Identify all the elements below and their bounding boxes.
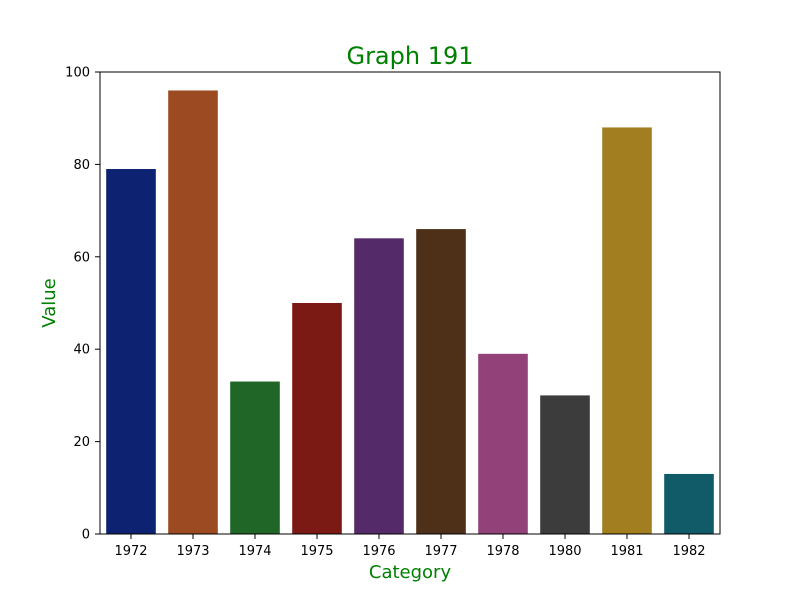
x-tick-label: 1975: [300, 544, 333, 559]
bar-1973: [168, 90, 218, 534]
y-tick-label: 60: [73, 250, 90, 265]
chart-title: Graph 191: [346, 42, 473, 70]
y-axis: 0 20 40 60 80 100: [65, 66, 100, 543]
bars-group: [106, 90, 714, 534]
x-tick-label: 1980: [548, 544, 581, 559]
y-tick-label: 80: [73, 158, 90, 173]
bar-1972: [106, 169, 156, 534]
y-tick-label: 40: [73, 343, 90, 358]
x-tick-label: 1981: [610, 544, 643, 559]
bar-1976: [354, 238, 404, 534]
y-tick-label: 0: [82, 528, 90, 543]
x-tick-label: 1974: [238, 544, 271, 559]
x-axis-label: Category: [369, 562, 452, 583]
x-tick-label: 1982: [672, 544, 705, 559]
y-tick-label: 100: [65, 66, 90, 81]
y-tick-label: 20: [73, 435, 90, 450]
x-tick-label: 1972: [114, 544, 147, 559]
bar-1977: [416, 229, 466, 534]
bar-1975: [292, 303, 342, 534]
x-tick-label: 1976: [362, 544, 395, 559]
bar-1978: [478, 353, 528, 534]
x-tick-label: 1977: [424, 544, 457, 559]
x-tick-label: 1973: [176, 544, 209, 559]
plot-frame: [99, 71, 721, 535]
x-tick-label: 1978: [486, 544, 519, 559]
bar-1981: [602, 127, 652, 534]
bar-1974: [230, 381, 280, 534]
bar-1980: [540, 395, 590, 534]
y-axis-label: Value: [39, 278, 60, 327]
bar-1982: [664, 473, 714, 534]
x-axis: 1972 1973 1974 1975 1976 1977 1978 1980 1981 1982: [114, 534, 706, 559]
